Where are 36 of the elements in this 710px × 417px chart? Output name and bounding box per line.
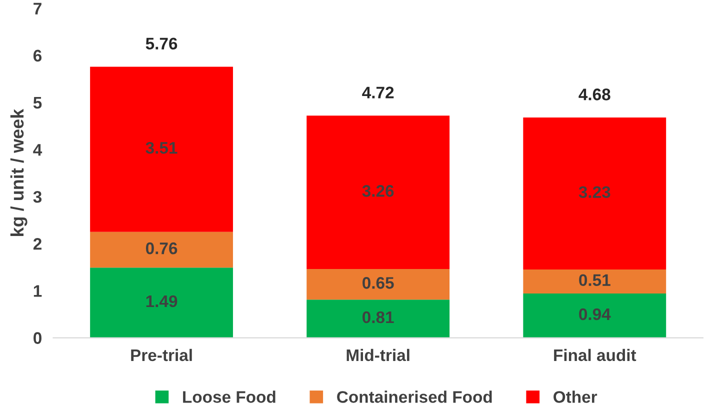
bar (90, 268, 233, 338)
x-tick-label: Pre-trial (131, 348, 192, 362)
total-label: 5.76 (146, 38, 178, 50)
y-tick-label: 0 (34, 332, 42, 344)
bar (306, 116, 450, 270)
legend-label: Containerised Food (337, 390, 492, 403)
y-tick-label: 4 (33, 144, 42, 156)
data-label: 3.51 (146, 142, 178, 154)
data-label: 1.49 (146, 295, 178, 308)
y-tick-label: 3 (33, 190, 42, 203)
bar (523, 294, 666, 338)
bar (523, 270, 666, 294)
y-tick-label: 2 (33, 238, 42, 250)
data-label: 0.81 (362, 311, 394, 324)
bar (90, 66, 233, 232)
y-tick-label: 1 (34, 285, 42, 297)
data-label: 3.23 (578, 186, 610, 198)
bar (306, 300, 450, 338)
data-label: 0.94 (579, 308, 611, 320)
data-label: 0.65 (362, 277, 394, 289)
x-tick-label: Final audit (554, 348, 636, 362)
data-label: 3.26 (362, 185, 394, 197)
total-label: 4.72 (362, 86, 394, 98)
y-axis-title: kg / unit / week (10, 108, 28, 236)
y-tick-label: 5 (33, 97, 42, 109)
y-tick-label: 7 (34, 2, 42, 14)
bar (306, 269, 450, 300)
bar (523, 118, 666, 270)
y-tick-label: 6 (33, 50, 42, 62)
data-label: 0.51 (579, 274, 610, 286)
legend-label: Other (554, 390, 598, 403)
data-label: 0.76 (146, 242, 178, 254)
x-tick-label: Mid-trial (346, 348, 410, 362)
total-label: 4.68 (578, 88, 610, 100)
bar (90, 232, 233, 268)
legend-label: Loose Food (183, 390, 276, 403)
